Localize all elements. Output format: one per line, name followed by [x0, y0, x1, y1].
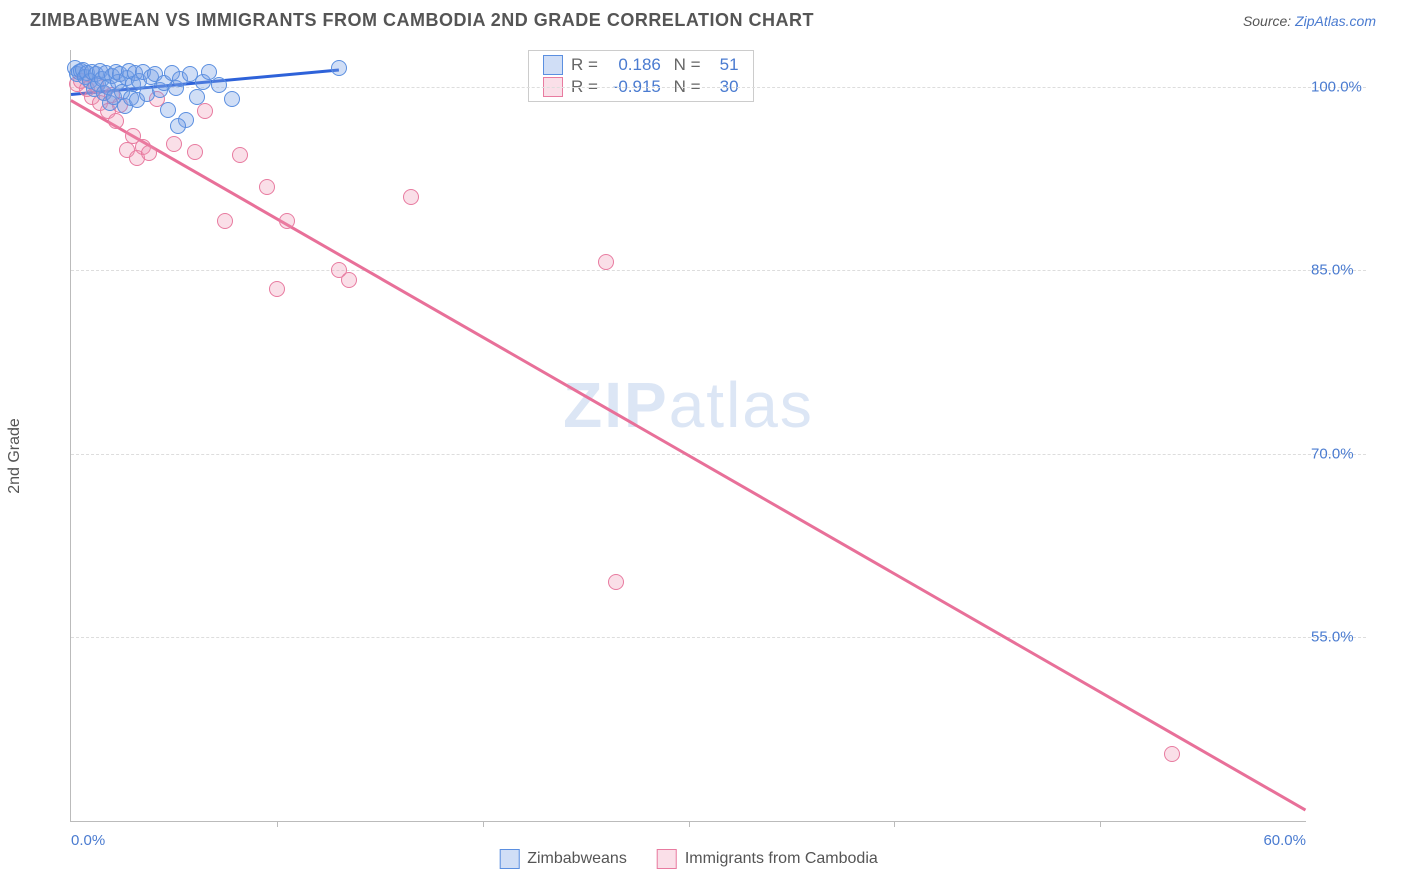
x-minor-tick	[689, 821, 690, 827]
x-minor-tick	[277, 821, 278, 827]
stats-row-a: R = 0.186 N = 51	[543, 55, 739, 75]
chart-container: 2nd Grade ZIPatlas R = 0.186 N = 51 R = …	[30, 40, 1376, 872]
legend-item-b: Immigrants from Cambodia	[657, 849, 878, 869]
scatter-point-a	[189, 89, 205, 105]
trendline-b	[70, 99, 1306, 811]
scatter-point-b	[187, 144, 203, 160]
stats-box: R = 0.186 N = 51 R = -0.915 N = 30	[528, 50, 754, 102]
watermark-rest: atlas	[669, 369, 814, 441]
legend-label-a: Zimbabweans	[527, 850, 627, 868]
scatter-point-b	[232, 147, 248, 163]
gridline-horizontal	[71, 454, 1366, 455]
x-minor-tick	[1100, 821, 1101, 827]
source-prefix: Source:	[1243, 13, 1291, 29]
x-tick-label: 0.0%	[71, 832, 105, 849]
scatter-point-b	[403, 189, 419, 205]
scatter-point-b	[217, 213, 233, 229]
scatter-point-b	[259, 179, 275, 195]
y-tick-label: 70.0%	[1311, 445, 1366, 462]
scatter-point-a	[160, 102, 176, 118]
legend-label-b: Immigrants from Cambodia	[685, 850, 878, 868]
stats-r-label-a: R =	[571, 55, 598, 75]
stats-r-value-a: 0.186	[606, 55, 661, 75]
gridline-horizontal	[71, 270, 1366, 271]
bottom-legend: Zimbabweans Immigrants from Cambodia	[499, 849, 878, 869]
gridline-horizontal	[71, 87, 1366, 88]
stats-n-value-a: 51	[709, 55, 739, 75]
x-minor-tick	[894, 821, 895, 827]
scatter-point-a	[331, 60, 347, 76]
y-axis-label: 2nd Grade	[6, 418, 24, 494]
watermark-bold: ZIP	[563, 369, 669, 441]
scatter-point-b	[341, 272, 357, 288]
source-link[interactable]: ZipAtlas.com	[1295, 13, 1376, 29]
scatter-point-b	[166, 136, 182, 152]
scatter-point-b	[598, 254, 614, 270]
scatter-point-b	[108, 113, 124, 129]
scatter-point-a	[170, 118, 186, 134]
scatter-point-a	[211, 77, 227, 93]
x-tick-label: 60.0%	[1263, 832, 1306, 849]
chart-title: ZIMBABWEAN VS IMMIGRANTS FROM CAMBODIA 2…	[30, 10, 814, 31]
plot-area: ZIPatlas R = 0.186 N = 51 R = -0.915 N =…	[70, 50, 1306, 822]
y-tick-label: 100.0%	[1311, 78, 1366, 95]
y-tick-label: 55.0%	[1311, 629, 1366, 646]
legend-swatch-b	[657, 849, 677, 869]
source-label: Source: ZipAtlas.com	[1243, 13, 1376, 29]
scatter-point-b	[269, 281, 285, 297]
legend-swatch-a	[499, 849, 519, 869]
scatter-point-b	[279, 213, 295, 229]
scatter-point-b	[197, 103, 213, 119]
scatter-point-b	[1164, 746, 1180, 762]
gridline-horizontal	[71, 637, 1366, 638]
x-minor-tick	[483, 821, 484, 827]
scatter-point-a	[224, 91, 240, 107]
scatter-point-b	[141, 145, 157, 161]
stats-swatch-a	[543, 55, 563, 75]
y-tick-label: 85.0%	[1311, 262, 1366, 279]
scatter-point-b	[608, 574, 624, 590]
stats-n-label-a: N =	[669, 55, 701, 75]
legend-item-a: Zimbabweans	[499, 849, 627, 869]
